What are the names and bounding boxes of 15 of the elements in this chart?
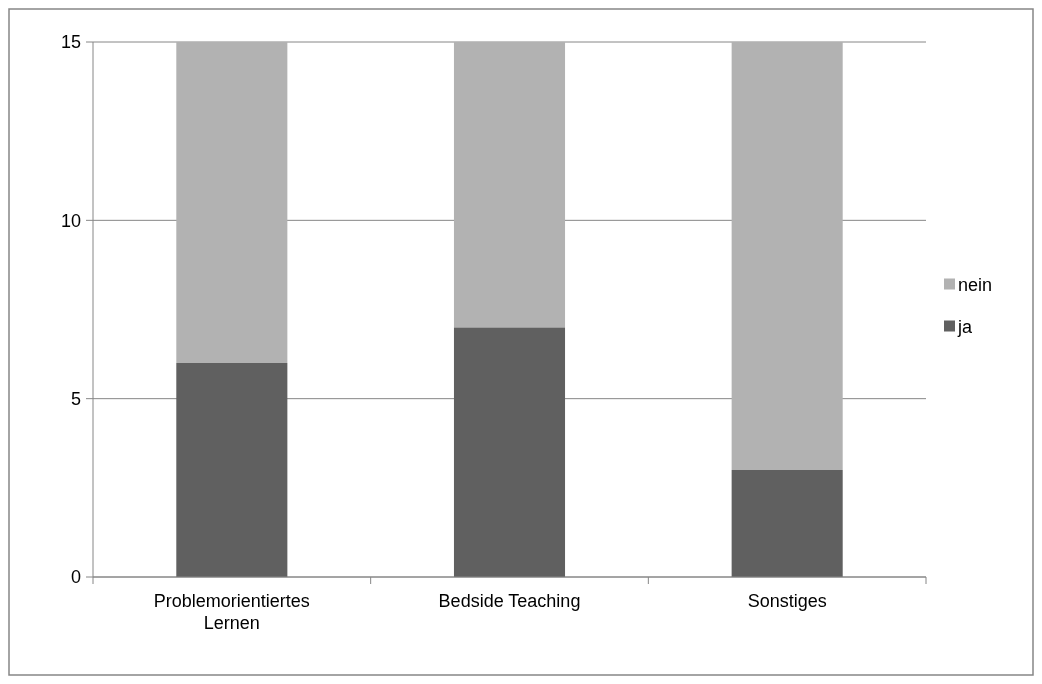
x-tick-label: Sonstiges (747, 591, 827, 611)
legend-label: nein (958, 274, 993, 295)
bar (453, 42, 566, 328)
y-tick-label: 0 (70, 567, 81, 588)
y-tick-label: 10 (60, 210, 81, 231)
bar (176, 42, 288, 363)
bar (731, 42, 843, 470)
x-tick-label: Bedside Teaching (438, 591, 581, 611)
bar (176, 363, 288, 577)
y-tick-label: 15 (60, 32, 81, 53)
bar (731, 470, 843, 577)
bar (453, 327, 566, 577)
x-tick-label: Problemorientiertes Lernen (153, 591, 310, 633)
y-tick-label: 5 (70, 388, 81, 409)
legend-label: ja (957, 316, 973, 337)
